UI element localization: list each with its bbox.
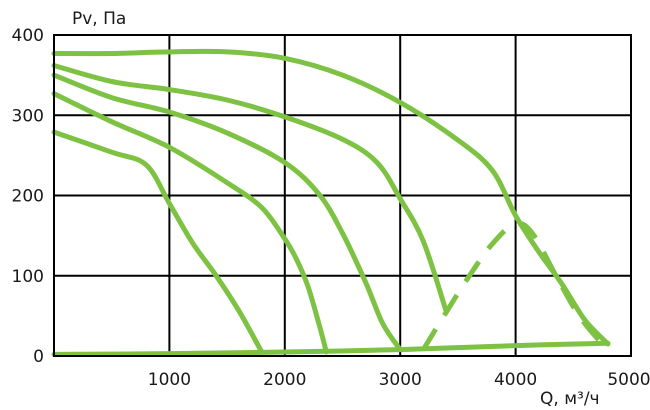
y-tick-label: 300 [12, 106, 44, 126]
x-tick-labels: 1000 2000 3000 4000 5000 [148, 370, 650, 390]
curve-5 [51, 129, 265, 355]
x-tick-label: 5000 [607, 370, 650, 390]
y-tick-labels: 0 100 200 300 400 [12, 26, 44, 367]
y-tick-label: 200 [12, 187, 44, 207]
x-tick-label: 4000 [494, 370, 537, 390]
dashed-curve-7 [421, 220, 605, 351]
chart-curves [51, 48, 611, 357]
x-tick-label: 1000 [148, 370, 191, 390]
x-tick-label: 3000 [379, 370, 422, 390]
x-axis-label: Q, м³/ч [540, 389, 600, 409]
y-tick-label: 100 [12, 267, 44, 287]
curve-3 [51, 72, 403, 353]
y-tick-label: 400 [12, 26, 44, 46]
curve-1 [51, 48, 611, 347]
plot-frame [53, 34, 632, 357]
curve-4 [51, 91, 329, 355]
y-tick-label: 0 [33, 347, 44, 367]
curve-6 [51, 340, 611, 357]
x-tick-label: 2000 [263, 370, 306, 390]
chart-grid [54, 35, 631, 356]
y-axis-label: Pv, Па [72, 9, 126, 29]
curve-2 [51, 63, 449, 315]
